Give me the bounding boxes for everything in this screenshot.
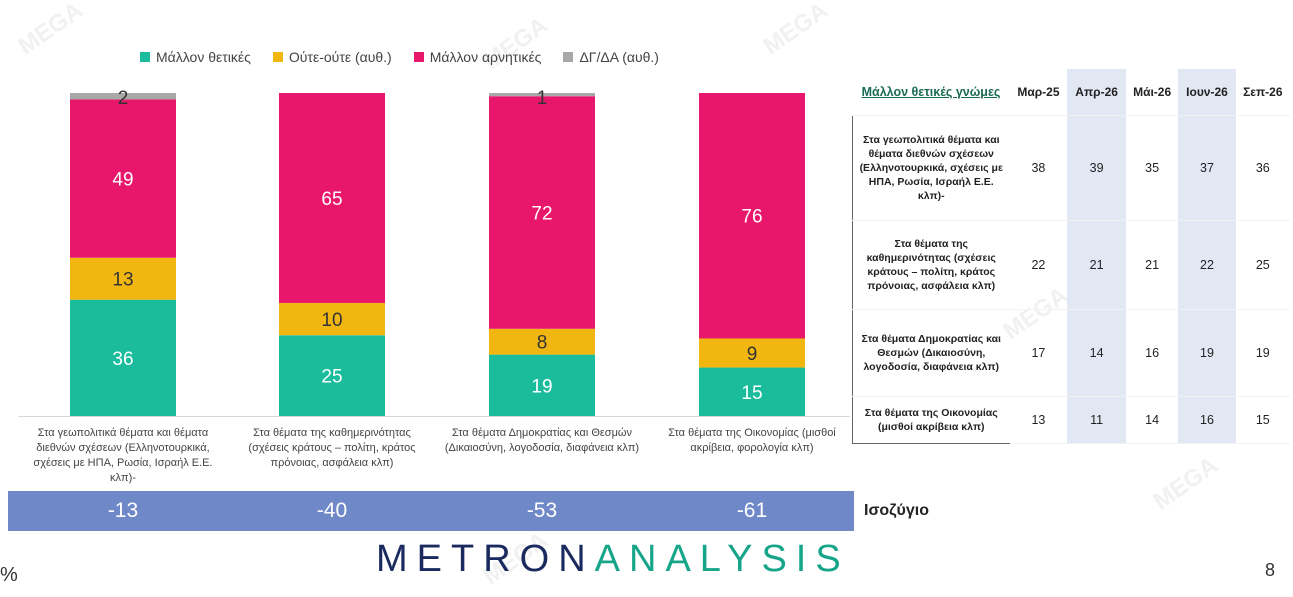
- table-row-label: Στα γεωπολιτικά θέματα και θέματα διεθνώ…: [852, 115, 1010, 221]
- percent-sign: %: [0, 564, 18, 586]
- table-cell: 21: [1125, 220, 1179, 310]
- table-column-header: Ιουν-26: [1178, 69, 1236, 116]
- table-cell: 38: [1009, 115, 1068, 221]
- legend-label: ΔΓ/ΔΑ (αυθ.): [579, 49, 659, 65]
- table-row: Στα θέματα της καθημερινότητας (σχέσεις …: [852, 220, 1290, 310]
- data-label: 49: [112, 170, 133, 191]
- legend-label: Μάλλον αρνητικές: [429, 49, 542, 65]
- bar-segment: [489, 354, 595, 416]
- table-cell: 39: [1067, 115, 1126, 221]
- watermark: MEGA: [758, 0, 833, 61]
- stacked-bar-chart: 36 13 49 2 25 10 65 19 8 72 1 15 9 76: [18, 88, 850, 417]
- bar-segment: [70, 257, 176, 300]
- category-label: Στα θέματα της Οικονομίας (μισθοί ακρίβε…: [668, 427, 836, 454]
- table-row-label: Στα θέματα της καθημερινότητας (σχέσεις …: [852, 220, 1010, 310]
- data-label: 9: [747, 344, 758, 365]
- bar-segment: [70, 299, 176, 416]
- table-cell: 17: [1009, 309, 1068, 397]
- table-cell: 25: [1235, 220, 1290, 310]
- chart-legend: Μάλλον θετικές Ούτε-ούτε (αυθ.) Μάλλον α…: [140, 49, 659, 65]
- table-cell: 16: [1125, 309, 1179, 397]
- data-label: 8: [537, 333, 548, 354]
- data-label: 1: [537, 88, 548, 109]
- watermark: MEGA: [1148, 451, 1223, 516]
- table-cell: 36: [1235, 115, 1290, 221]
- bar-segment: [699, 93, 805, 339]
- legend-swatch: [563, 52, 574, 62]
- table-cell: 15: [1235, 396, 1290, 444]
- data-label: 13: [112, 270, 133, 291]
- category-label: Στα θέματα Δημοκρατίας και Θεσμών (Δικαι…: [444, 427, 640, 454]
- table-row: Στα θέματα της Οικονομίας (μισθοί ακρίβε…: [852, 396, 1290, 444]
- balance-value: -53: [526, 499, 558, 522]
- table-cell: 19: [1178, 309, 1236, 397]
- table-row: Στα γεωπολιτικά θέματα και θέματα διεθνώ…: [852, 115, 1290, 221]
- data-label: 10: [321, 310, 342, 331]
- data-label: 65: [321, 189, 342, 210]
- legend-swatch: [140, 52, 150, 62]
- bar-segment: [70, 93, 176, 100]
- bar-segment: [489, 93, 595, 97]
- table-cell: 19: [1235, 309, 1290, 397]
- logo-part-1: METRON: [376, 538, 595, 580]
- data-label: 76: [741, 207, 762, 228]
- page-number: 8: [1264, 560, 1275, 580]
- table-cell: 13: [1009, 396, 1068, 444]
- table-cell: 14: [1067, 309, 1126, 397]
- data-label: 15: [741, 383, 762, 404]
- bar-segment: [699, 338, 805, 368]
- table-cell: 22: [1178, 220, 1236, 310]
- table-cell: 37: [1178, 115, 1236, 221]
- balance-bar: -13 -40 -53 -61: [8, 491, 854, 531]
- metron-analysis-logo: METRONANALYSIS: [376, 538, 850, 581]
- legend-label: Ούτε-ούτε (αυθ.): [288, 49, 392, 65]
- table-column-header: Μαρ-25: [1009, 69, 1068, 116]
- bar-segment: [70, 99, 176, 258]
- data-label: 72: [531, 204, 552, 225]
- balance-value: -40: [316, 499, 348, 522]
- legend-item-positive: Μάλλον θετικές: [140, 49, 251, 65]
- bar-segment: [699, 367, 805, 416]
- data-label: 2: [118, 88, 129, 109]
- logo-part-2: ANALYSIS: [594, 538, 850, 580]
- data-label: 19: [531, 376, 552, 397]
- data-label: 36: [112, 349, 133, 370]
- table-cell: 22: [1009, 220, 1068, 310]
- legend-item-dk-na: ΔΓ/ΔΑ (αυθ.): [563, 49, 659, 65]
- data-label: 25: [321, 367, 342, 388]
- legend-swatch: [272, 52, 283, 62]
- table-column-header: Σεπ-26: [1235, 69, 1290, 116]
- table-row: Στα θέματα Δημοκρατίας και Θεσμών (Δικαι…: [852, 309, 1290, 397]
- bar-segment: [279, 302, 385, 336]
- legend-swatch: [413, 52, 424, 62]
- balance-value: -61: [736, 499, 768, 522]
- table-column-header: Απρ-26: [1067, 69, 1126, 116]
- bar-segment: [489, 328, 595, 355]
- balance-value: -13: [107, 499, 139, 522]
- positive-opinions-table: Μάλλον θετικές γνώμες Μαρ-25 Απρ-26 Μάι-…: [852, 69, 1290, 444]
- table-cell: 21: [1067, 220, 1126, 310]
- table-title: Μάλλον θετικές γνώμες: [852, 69, 1010, 116]
- table-row-label: Στα θέματα Δημοκρατίας και Θεσμών (Δικαι…: [852, 309, 1010, 397]
- legend-label: Μάλλον θετικές: [156, 49, 251, 65]
- table-cell: 16: [1178, 396, 1236, 444]
- legend-item-negative: Μάλλον αρνητικές: [413, 49, 542, 65]
- bar-segment: [279, 93, 385, 303]
- watermark: MEGA: [478, 11, 553, 76]
- table-column-header: Μάι-26: [1125, 69, 1179, 116]
- table-row-label: Στα θέματα της Οικονομίας (μισθοί ακρίβε…: [852, 396, 1010, 444]
- table-cell: 11: [1067, 396, 1126, 444]
- balance-title: Ισοζύγιο: [864, 502, 929, 519]
- legend-item-neutral: Ούτε-ούτε (αυθ.): [272, 49, 392, 65]
- bar-segment: [279, 335, 385, 416]
- bar-segment: [489, 96, 595, 329]
- watermark: MEGA: [13, 0, 88, 61]
- category-label: Στα γεωπολιτικά θέματα και θέματα διεθνώ…: [33, 427, 213, 484]
- table-cell: 35: [1125, 115, 1179, 221]
- category-label: Στα θέματα της καθημερινότητας (σχέσεις …: [248, 427, 416, 469]
- table-cell: 14: [1125, 396, 1179, 444]
